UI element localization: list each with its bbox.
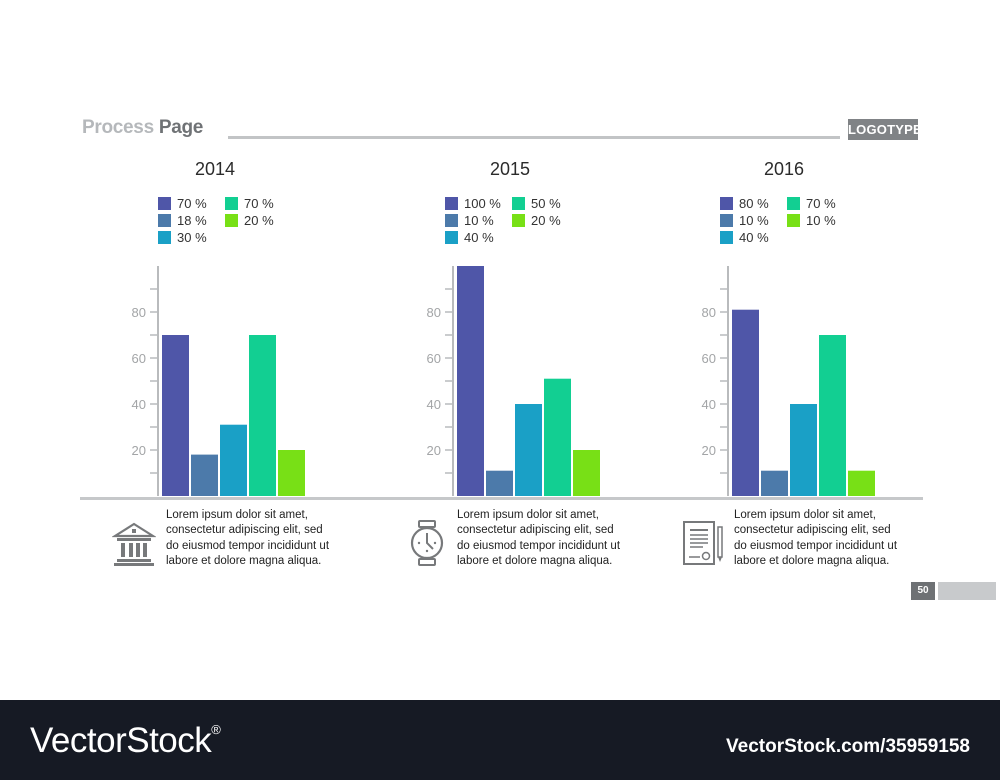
watermark-brand: VectorStock® xyxy=(30,721,221,761)
description-text-1: Lorem ipsum dolor sit amet, consectetur … xyxy=(166,509,330,567)
legend-item: 10 % xyxy=(787,213,836,230)
legend-label: 20 % xyxy=(244,213,274,228)
bar xyxy=(544,378,571,496)
bar xyxy=(191,454,218,496)
y-tick-label: 40 xyxy=(702,397,716,412)
bar xyxy=(220,424,247,496)
bar xyxy=(790,404,817,496)
legend-item: 50 % xyxy=(512,196,561,213)
legend-label: 18 % xyxy=(177,213,207,228)
page-number-bar xyxy=(938,582,996,600)
y-tick-label: 60 xyxy=(132,351,146,366)
legend-label: 70 % xyxy=(244,196,274,211)
legend-item: 100 % xyxy=(445,196,501,213)
bar xyxy=(573,450,600,496)
bar xyxy=(515,404,542,496)
y-tick-label: 20 xyxy=(702,443,716,458)
y-tick-label: 80 xyxy=(132,305,146,320)
legend-label: 10 % xyxy=(739,213,769,228)
watermark-brand-name: VectorStock xyxy=(30,721,212,760)
legend-swatch xyxy=(720,231,733,244)
y-tick-label: 20 xyxy=(427,443,441,458)
y-tick-label: 80 xyxy=(427,305,441,320)
y-tick-label: 40 xyxy=(427,397,441,412)
legend-label: 10 % xyxy=(464,213,494,228)
chart-legend-2014: 70 % 18 % 30 % 70 % 20 % xyxy=(158,196,328,251)
legend-swatch xyxy=(445,214,458,227)
chart-title-2016: 2016 xyxy=(763,159,805,179)
legend-label: 10 % xyxy=(806,213,836,228)
legend-item: 40 % xyxy=(445,230,494,247)
bar xyxy=(761,470,788,496)
y-tick-label: 80 xyxy=(702,305,716,320)
legend-item: 20 % xyxy=(512,213,561,230)
legend-item: 40 % xyxy=(720,230,769,247)
y-tick-label: 60 xyxy=(702,351,716,366)
watermark-url: VectorStock.com/35959158 xyxy=(726,736,970,757)
legend-label: 30 % xyxy=(177,230,207,245)
legend-swatch xyxy=(787,197,800,210)
legend-item: 70 % xyxy=(787,196,836,213)
description-text-2: Lorem ipsum dolor sit amet, consectetur … xyxy=(457,509,621,567)
legend-item: 70 % xyxy=(225,196,274,213)
description-text-3: Lorem ipsum dolor sit amet, consectetur … xyxy=(734,509,898,567)
chart-title-2014: 2014 xyxy=(194,159,236,179)
bar xyxy=(249,335,276,496)
legend-label: 20 % xyxy=(531,213,561,228)
watermark-bar xyxy=(0,700,1000,780)
chart-legend-2015: 100 % 10 % 40 % 50 % 20 % xyxy=(445,196,615,251)
legend-swatch xyxy=(158,214,171,227)
legend-swatch xyxy=(512,197,525,210)
bar xyxy=(848,470,875,496)
certificate-icon xyxy=(683,521,723,565)
bar-charts: 20 40 60 80 20 40 60 80 20 40 60 80 xyxy=(132,266,875,496)
chart-legend-2016: 80 % 10 % 40 % 70 % 10 % xyxy=(720,196,890,251)
bar xyxy=(819,335,846,496)
legend-swatch xyxy=(787,214,800,227)
legend-label: 50 % xyxy=(531,196,561,211)
legend-label: 40 % xyxy=(739,230,769,245)
legend-item: 80 % xyxy=(720,196,769,213)
bar xyxy=(278,450,305,496)
legend-label: 80 % xyxy=(739,196,769,211)
legend-swatch xyxy=(512,214,525,227)
clock-icon xyxy=(410,520,444,566)
legend-item: 30 % xyxy=(158,230,207,247)
bar xyxy=(732,309,759,496)
y-tick-label: 20 xyxy=(132,443,146,458)
legend-item: 10 % xyxy=(720,213,769,230)
y-tick-label: 60 xyxy=(427,351,441,366)
legend-label: 100 % xyxy=(464,196,501,211)
legend-swatch xyxy=(445,231,458,244)
legend-item: 18 % xyxy=(158,213,207,230)
bank-icon xyxy=(112,522,156,566)
legend-swatch xyxy=(158,197,171,210)
legend-label: 70 % xyxy=(177,196,207,211)
y-tick-label: 40 xyxy=(132,397,146,412)
legend-swatch xyxy=(225,214,238,227)
header-divider xyxy=(228,136,840,139)
page-title-strong: Page xyxy=(158,117,204,138)
bar xyxy=(162,335,189,496)
baseline-rule xyxy=(80,497,923,500)
legend-item: 70 % xyxy=(158,196,207,213)
bar xyxy=(457,266,484,496)
bar xyxy=(486,470,513,496)
legend-swatch xyxy=(445,197,458,210)
legend-label: 40 % xyxy=(464,230,494,245)
chart-title-2015: 2015 xyxy=(489,159,531,179)
legend-item: 20 % xyxy=(225,213,274,230)
page-title-light: Process xyxy=(82,117,154,138)
legend-label: 70 % xyxy=(806,196,836,211)
page-title: Process Page xyxy=(82,117,203,139)
legend-swatch xyxy=(720,197,733,210)
logotype-badge: LOGOTYPE xyxy=(848,119,922,140)
legend-item: 10 % xyxy=(445,213,494,230)
watermark-registered-mark: ® xyxy=(211,722,221,737)
legend-swatch xyxy=(720,214,733,227)
page-number: 50 xyxy=(911,582,935,600)
legend-swatch xyxy=(225,197,238,210)
legend-swatch xyxy=(158,231,171,244)
